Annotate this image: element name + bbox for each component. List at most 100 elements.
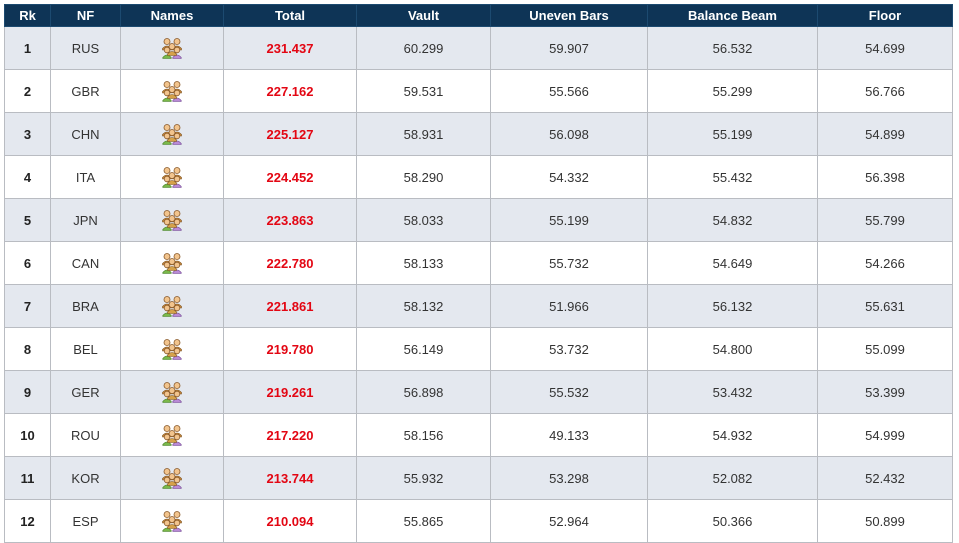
rank-cell: 12 <box>4 499 51 543</box>
people-group-icon[interactable] <box>160 466 184 490</box>
nf-cell: GER <box>50 370 121 414</box>
vault-cell: 58.132 <box>356 284 491 328</box>
header-row: Rk NF Names Total Vault Uneven Bars Bala… <box>4 4 953 27</box>
balance-beam-cell: 56.132 <box>647 284 818 328</box>
balance-beam-cell: 55.199 <box>647 112 818 156</box>
total-cell: 210.094 <box>223 499 357 543</box>
people-group-icon[interactable] <box>160 79 184 103</box>
rank-cell: 11 <box>4 456 51 500</box>
people-group-icon[interactable] <box>160 251 184 275</box>
nf-cell: ROU <box>50 413 121 457</box>
table-row: 11 KOR 213.744 55.932 53.298 52.082 52.4… <box>4 456 953 500</box>
names-cell[interactable] <box>120 155 224 199</box>
nf-cell: BEL <box>50 327 121 371</box>
balance-beam-cell: 54.932 <box>647 413 818 457</box>
floor-cell: 56.766 <box>817 69 953 113</box>
uneven-bars-cell: 53.298 <box>490 456 648 500</box>
header-names[interactable]: Names <box>120 4 224 27</box>
floor-cell: 55.631 <box>817 284 953 328</box>
uneven-bars-cell: 49.133 <box>490 413 648 457</box>
nf-cell: KOR <box>50 456 121 500</box>
total-cell: 227.162 <box>223 69 357 113</box>
table-row: 5 JPN 223.863 58.033 55.199 54.832 55.79… <box>4 198 953 242</box>
total-cell: 225.127 <box>223 112 357 156</box>
names-cell[interactable] <box>120 327 224 371</box>
total-cell: 219.261 <box>223 370 357 414</box>
header-total[interactable]: Total <box>223 4 357 27</box>
balance-beam-cell: 50.366 <box>647 499 818 543</box>
rank-cell: 5 <box>4 198 51 242</box>
people-group-icon[interactable] <box>160 165 184 189</box>
names-cell[interactable] <box>120 241 224 285</box>
balance-beam-cell: 54.649 <box>647 241 818 285</box>
floor-cell: 55.099 <box>817 327 953 371</box>
balance-beam-cell: 52.082 <box>647 456 818 500</box>
names-cell[interactable] <box>120 284 224 328</box>
floor-cell: 54.699 <box>817 26 953 70</box>
table-row: 10 ROU 217.220 58.156 49.133 54.932 54.9… <box>4 413 953 457</box>
uneven-bars-cell: 59.907 <box>490 26 648 70</box>
people-group-icon[interactable] <box>160 423 184 447</box>
results-body: 1 RUS 231.437 60.299 59.907 56.532 54.69… <box>4 26 953 543</box>
vault-cell: 59.531 <box>356 69 491 113</box>
vault-cell: 55.865 <box>356 499 491 543</box>
names-cell[interactable] <box>120 112 224 156</box>
table-row: 12 ESP 210.094 55.865 52.964 50.366 50.8… <box>4 499 953 543</box>
results-table: Rk NF Names Total Vault Uneven Bars Bala… <box>4 4 953 543</box>
vault-cell: 58.133 <box>356 241 491 285</box>
header-uneven-bars[interactable]: Uneven Bars <box>490 4 648 27</box>
names-cell[interactable] <box>120 499 224 543</box>
vault-cell: 56.898 <box>356 370 491 414</box>
header-balance-beam[interactable]: Balance Beam <box>647 4 818 27</box>
people-group-icon[interactable] <box>160 380 184 404</box>
nf-cell: BRA <box>50 284 121 328</box>
header-floor[interactable]: Floor <box>817 4 953 27</box>
uneven-bars-cell: 51.966 <box>490 284 648 328</box>
names-cell[interactable] <box>120 456 224 500</box>
total-cell: 219.780 <box>223 327 357 371</box>
uneven-bars-cell: 52.964 <box>490 499 648 543</box>
floor-cell: 54.999 <box>817 413 953 457</box>
balance-beam-cell: 54.800 <box>647 327 818 371</box>
people-group-icon[interactable] <box>160 509 184 533</box>
names-cell[interactable] <box>120 26 224 70</box>
vault-cell: 58.290 <box>356 155 491 199</box>
balance-beam-cell: 55.299 <box>647 69 818 113</box>
floor-cell: 50.899 <box>817 499 953 543</box>
header-nf[interactable]: NF <box>50 4 121 27</box>
header-vault[interactable]: Vault <box>356 4 491 27</box>
total-cell: 221.861 <box>223 284 357 328</box>
total-cell: 224.452 <box>223 155 357 199</box>
total-cell: 217.220 <box>223 413 357 457</box>
floor-cell: 54.899 <box>817 112 953 156</box>
names-cell[interactable] <box>120 69 224 113</box>
table-row: 6 CAN 222.780 58.133 55.732 54.649 54.26… <box>4 241 953 285</box>
names-cell[interactable] <box>120 413 224 457</box>
people-group-icon[interactable] <box>160 122 184 146</box>
names-cell[interactable] <box>120 370 224 414</box>
vault-cell: 58.156 <box>356 413 491 457</box>
people-group-icon[interactable] <box>160 36 184 60</box>
header-rank[interactable]: Rk <box>4 4 51 27</box>
rank-cell: 2 <box>4 69 51 113</box>
nf-cell: CHN <box>50 112 121 156</box>
total-cell: 223.863 <box>223 198 357 242</box>
names-cell[interactable] <box>120 198 224 242</box>
rank-cell: 10 <box>4 413 51 457</box>
table-row: 1 RUS 231.437 60.299 59.907 56.532 54.69… <box>4 26 953 70</box>
floor-cell: 55.799 <box>817 198 953 242</box>
balance-beam-cell: 53.432 <box>647 370 818 414</box>
balance-beam-cell: 56.532 <box>647 26 818 70</box>
vault-cell: 55.932 <box>356 456 491 500</box>
vault-cell: 60.299 <box>356 26 491 70</box>
people-group-icon[interactable] <box>160 208 184 232</box>
rank-cell: 9 <box>4 370 51 414</box>
rank-cell: 1 <box>4 26 51 70</box>
nf-cell: CAN <box>50 241 121 285</box>
uneven-bars-cell: 55.532 <box>490 370 648 414</box>
table-row: 7 BRA 221.861 58.132 51.966 56.132 55.63… <box>4 284 953 328</box>
table-row: 4 ITA 224.452 58.290 54.332 55.432 56.39… <box>4 155 953 199</box>
nf-cell: ESP <box>50 499 121 543</box>
people-group-icon[interactable] <box>160 294 184 318</box>
people-group-icon[interactable] <box>160 337 184 361</box>
